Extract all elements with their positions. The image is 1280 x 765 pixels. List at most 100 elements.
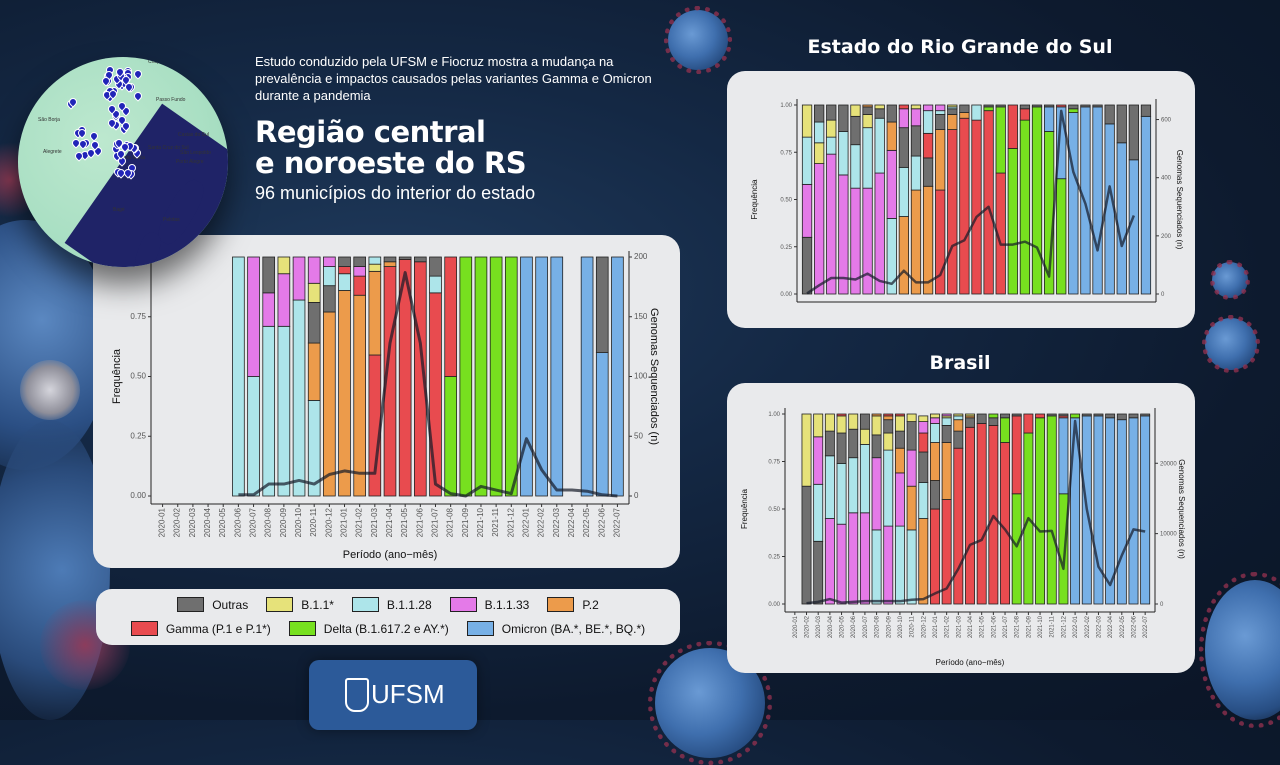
bar-segment-omicron <box>580 256 594 497</box>
x-axis-label: Período (ano−mês) <box>936 658 1005 667</box>
bar-segment-delta <box>1000 417 1010 443</box>
bar-segment-b1133 <box>824 518 835 605</box>
genomes-line <box>806 109 1136 295</box>
y2-tick-label: 400 <box>1161 176 1172 182</box>
bar-segment-outras <box>910 125 922 157</box>
bar-segment-delta <box>1011 493 1022 605</box>
x-tick-label: 2020-10 <box>294 507 303 537</box>
x-tick-label: 2021-07 <box>1003 615 1009 638</box>
bar-segment-b1133 <box>871 457 882 531</box>
bar-segment-b1128 <box>838 131 849 176</box>
bar-segment-gamma <box>1023 413 1034 434</box>
bar-segment-outras <box>930 480 940 510</box>
bar-segment-delta <box>1019 119 1031 295</box>
bar-segment-b1128 <box>859 444 870 514</box>
x-tick-label: 2020-09 <box>886 615 892 638</box>
bar-segment-p2 <box>959 112 970 119</box>
x-tick-label: 2020-12 <box>324 507 333 537</box>
bar-segment-b1133 <box>836 523 847 605</box>
bar-segment-gamma <box>338 266 351 275</box>
bar-segment-outras <box>323 285 336 313</box>
y2-tick-label: 0 <box>634 491 639 500</box>
bar-segment-b1128 <box>429 275 442 294</box>
bar-segment-gamma <box>1011 415 1022 495</box>
y2-axis-label: Genomas Sequenciados (n) <box>1177 459 1186 559</box>
bar-segment-b1128 <box>874 117 885 174</box>
title-line-2: e noroeste do RS <box>255 146 527 180</box>
bar-segment-p2 <box>918 518 929 605</box>
bar-segment-b11 <box>883 432 894 451</box>
bar-segment-p2 <box>953 419 964 432</box>
bar-segment-omicron <box>595 352 609 497</box>
bar-segment-b11 <box>850 104 861 117</box>
bar-segment-outras <box>850 115 861 146</box>
bar-segment-outras <box>1140 104 1152 117</box>
x-tick-label: 2021-04 <box>385 507 394 537</box>
bar-segment-gamma <box>930 508 940 605</box>
bar-segment-outras <box>898 127 909 168</box>
bar-segment-gamma <box>898 104 909 110</box>
x-tick-label: 2021-06 <box>991 615 997 638</box>
y-tick-label: 1.00 <box>780 103 792 109</box>
legend-label: B.1.1* <box>301 597 334 612</box>
legend-swatch <box>466 621 494 636</box>
x-tick-label: 2022-06 <box>597 507 606 537</box>
y2-tick-label: 20000 <box>1160 461 1177 467</box>
x-tick-label: 2021-10 <box>1038 615 1044 638</box>
y2-tick-label: 50 <box>634 431 643 440</box>
map-place-label: Santa Cruz do Sul <box>148 145 189 151</box>
map-place-label: São Borja <box>38 117 60 123</box>
x-tick-label: 2020-12 <box>921 615 927 638</box>
virus-decoration <box>20 360 80 420</box>
bar-segment-b1133 <box>874 172 885 295</box>
y2-tick-label: 150 <box>634 312 648 321</box>
bar-segment-p2 <box>383 261 397 267</box>
y-tick-label: 0.75 <box>130 312 146 321</box>
bar-segment-b1133 <box>826 153 837 295</box>
y-axis-label: Frequência <box>111 348 123 404</box>
bar-segment-p2 <box>906 485 917 531</box>
bar-segment-outras <box>398 256 412 260</box>
bar-segment-outras <box>935 114 946 130</box>
bar-segment-delta <box>504 256 518 497</box>
bar-segment-outras <box>813 540 824 605</box>
bar-segment-outras <box>824 430 835 457</box>
bar-segment-outras <box>801 236 813 295</box>
bar-segment-b11 <box>307 282 321 303</box>
bar-segment-b1133 <box>935 104 946 112</box>
bar-segment-b1128 <box>906 529 917 605</box>
y2-tick-label: 0 <box>1161 292 1165 298</box>
heading-rs: Estado do Rio Grande do Sul <box>807 36 1113 58</box>
bar-segment-p2 <box>886 121 897 151</box>
legend-label: Outras <box>212 597 249 612</box>
x-tick-label: 2022-06 <box>1131 615 1137 638</box>
bar-segment-b1128 <box>971 104 982 121</box>
bar-segment-b1128 <box>862 127 873 189</box>
bar-segment-b1133 <box>262 292 276 327</box>
x-tick-label: 2020-04 <box>828 615 834 638</box>
bar-segment-omicron <box>550 256 564 497</box>
bar-segment-outras <box>1046 413 1057 417</box>
legend-swatch <box>288 621 316 636</box>
bar-segment-b1133 <box>862 187 873 295</box>
legend-item: B.1.1* <box>266 597 334 612</box>
map-place-label: Bagé <box>113 207 125 213</box>
bar-segment-delta <box>1035 417 1046 605</box>
bar-segment-outras <box>429 256 442 277</box>
bar-segment-outras <box>988 417 999 426</box>
bar-segment-b1133 <box>323 256 336 267</box>
bar-segment-gamma <box>976 423 987 605</box>
bar-segment-p2 <box>307 342 321 401</box>
bar-segment-gamma <box>353 275 366 296</box>
bar-segment-b1128 <box>848 457 859 514</box>
legend-item: B.1.1.33 <box>449 597 529 612</box>
bar-segment-b11 <box>848 413 859 430</box>
bar-segment-outras <box>1140 413 1151 417</box>
bar-segment-outras <box>947 108 958 115</box>
bar-segment-b1128 <box>801 136 813 185</box>
bar-segment-b11 <box>814 142 825 164</box>
x-tick-label: 2020-05 <box>840 615 846 638</box>
x-tick-label: 2022-03 <box>552 507 561 537</box>
bar-segment-b1133 <box>910 108 922 127</box>
intro-text: Estudo conduzido pela UFSM e Fiocruz mos… <box>255 54 652 103</box>
